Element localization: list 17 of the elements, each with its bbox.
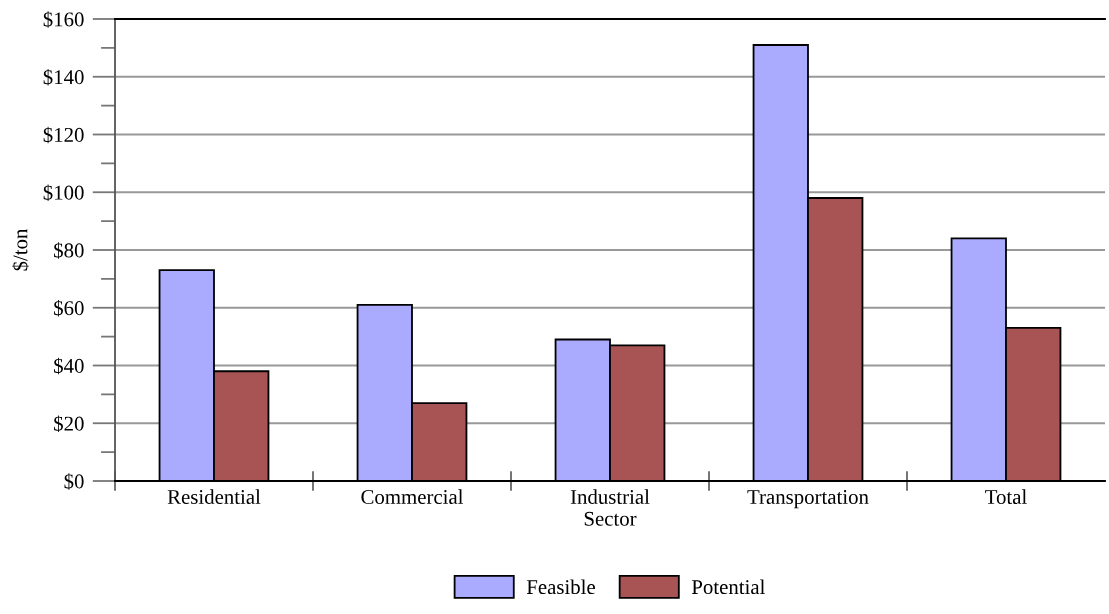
y-tick-label: $140 xyxy=(43,68,84,86)
y-tick-label: $60 xyxy=(54,299,84,317)
x-tick-label: Commercial xyxy=(361,489,464,504)
x-tick-label: Industrial Sector xyxy=(570,489,650,526)
x-tick-label: Transportation xyxy=(747,489,869,509)
y-tick-label: $80 xyxy=(54,242,84,259)
y-tick-label: $0 xyxy=(64,473,84,490)
x-tick-label: Total xyxy=(985,489,1027,504)
y-tick-label: $100 xyxy=(43,184,84,202)
legend-label: Feasible xyxy=(526,579,595,595)
y-tick-label: $160 xyxy=(43,11,84,28)
y-axis-title: $/ton xyxy=(12,228,29,271)
x-tick-label: Residential xyxy=(167,489,261,504)
y-tick-label: $120 xyxy=(43,126,84,144)
y-tick-label: $20 xyxy=(54,415,84,433)
y-tick-label: $40 xyxy=(54,357,84,375)
legend-label: Potential xyxy=(691,579,765,595)
